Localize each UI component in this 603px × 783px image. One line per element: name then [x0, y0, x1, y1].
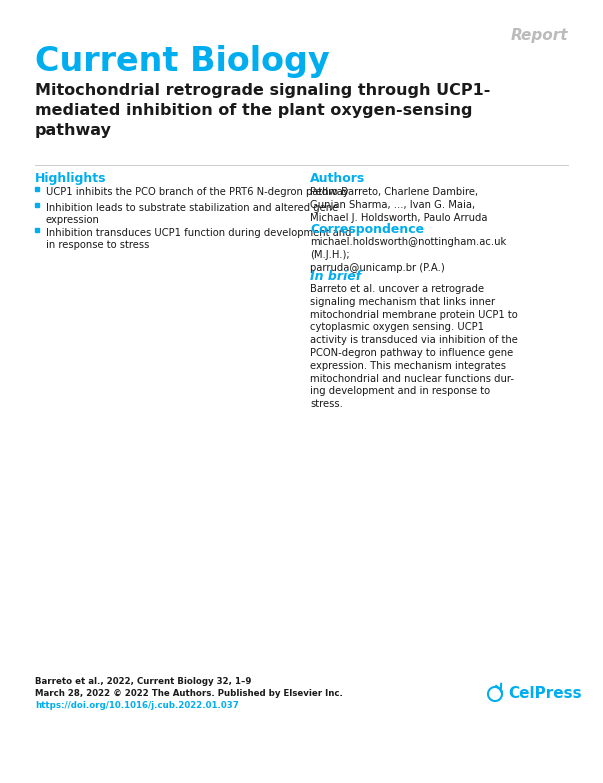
Text: Inhibition leads to substrate stabilization and altered gene
expression: Inhibition leads to substrate stabilizat… — [46, 203, 338, 225]
Text: Mitochondrial retrograde signaling through UCP1-
mediated inhibition of the plan: Mitochondrial retrograde signaling throu… — [35, 83, 490, 138]
Text: March 28, 2022 © 2022 The Authors. Published by Elsevier Inc.: March 28, 2022 © 2022 The Authors. Publi… — [35, 689, 343, 698]
Text: Barreto et al., 2022, Current Biology 32, 1–9: Barreto et al., 2022, Current Biology 32… — [35, 677, 251, 686]
Text: Inhibition transduces UCP1 function during development and
in response to stress: Inhibition transduces UCP1 function duri… — [46, 228, 352, 250]
Text: Barreto et al. uncover a retrograde
signaling mechanism that links inner
mitocho: Barreto et al. uncover a retrograde sign… — [310, 284, 518, 410]
Text: Highlights: Highlights — [35, 172, 107, 185]
Text: CelPress: CelPress — [508, 687, 582, 702]
Text: In brief: In brief — [310, 270, 361, 283]
Text: michael.holdsworth@nottingham.ac.uk
(M.J.H.);
parruda@unicamp.br (P.A.): michael.holdsworth@nottingham.ac.uk (M.J… — [310, 237, 507, 272]
Text: Correspondence: Correspondence — [310, 223, 424, 236]
Text: UCP1 inhibits the PCO branch of the PRT6 N-degron pathway: UCP1 inhibits the PCO branch of the PRT6… — [46, 187, 349, 197]
Text: https://doi.org/10.1016/j.cub.2022.01.037: https://doi.org/10.1016/j.cub.2022.01.03… — [35, 701, 239, 710]
Text: Pedro Barreto, Charlene Dambire,
Gunjan Sharma, ..., Ivan G. Maia,
Michael J. Ho: Pedro Barreto, Charlene Dambire, Gunjan … — [310, 187, 487, 222]
Text: Authors: Authors — [310, 172, 365, 185]
Text: Report: Report — [511, 28, 568, 43]
Text: Current Biology: Current Biology — [35, 45, 330, 78]
